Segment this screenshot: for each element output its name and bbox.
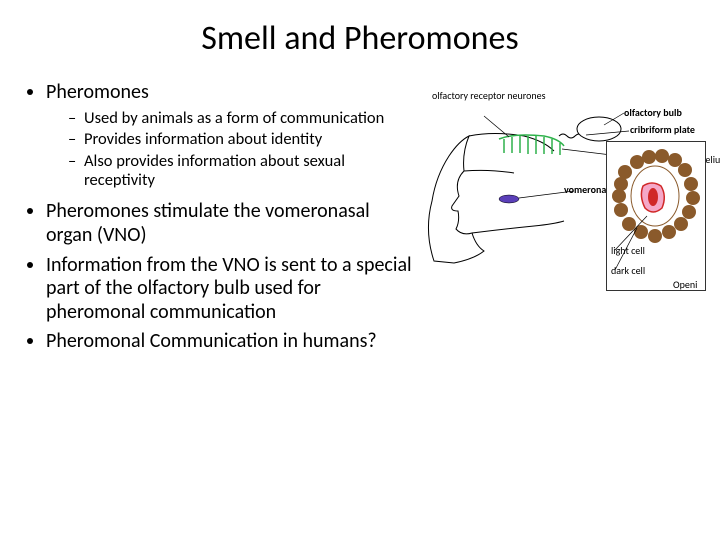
bullet-olfactory-bulb: Information from the VNO is sent to a sp…: [46, 254, 414, 325]
bullet-list: Pheromones Used by animals as a form of …: [24, 81, 414, 354]
bullet-pheromones: Pheromones Used by animals as a form of …: [46, 81, 414, 190]
sub-bullet: Provides information about identity: [68, 130, 414, 149]
label-bulb: olfactory bulb: [624, 106, 682, 119]
bullet-text: Pheromones stimulate the vomeronasal org…: [46, 199, 370, 247]
bullet-vno: Pheromones stimulate the vomeronasal org…: [46, 200, 414, 247]
content-row: Pheromones Used by animals as a form of …: [0, 81, 720, 360]
sub-bullet-text: Also provides information about sexual r…: [84, 151, 345, 190]
label-opening: Openi: [673, 278, 697, 291]
sub-bullet: Also provides information about sexual r…: [68, 152, 414, 191]
label-light-cell: light cell: [611, 244, 645, 257]
label-plate: cribriform plate: [630, 123, 695, 136]
sub-bullet-list: Used by animals as a form of communicati…: [46, 109, 414, 191]
label-dark-cell: dark cell: [611, 264, 645, 277]
bullet-text: Information from the VNO is sent to a sp…: [46, 253, 412, 324]
slide: Smell and Pheromones Pheromones Used by …: [0, 18, 720, 558]
label-text: olfactory receptor neurones: [432, 91, 492, 102]
bullet-text: Pheromonal Communication in humans?: [46, 329, 377, 353]
bullet-humans: Pheromonal Communication in humans?: [46, 330, 414, 354]
slide-title: Smell and Pheromones: [0, 18, 720, 59]
text-column: Pheromones Used by animals as a form of …: [24, 81, 414, 360]
figure-column: olfactory receptor neurones olfactory bu…: [414, 81, 696, 360]
sub-bullet: Used by animals as a form of communicati…: [68, 109, 414, 128]
sub-bullet-text: Used by animals as a form of communicati…: [84, 108, 384, 128]
inset-diagram: light cell dark cell Openi: [606, 141, 706, 291]
bullet-text: Pheromones: [46, 80, 149, 104]
sub-bullet-text: Provides information about identity: [84, 129, 322, 149]
label-orn: olfactory receptor neurones: [432, 89, 492, 102]
